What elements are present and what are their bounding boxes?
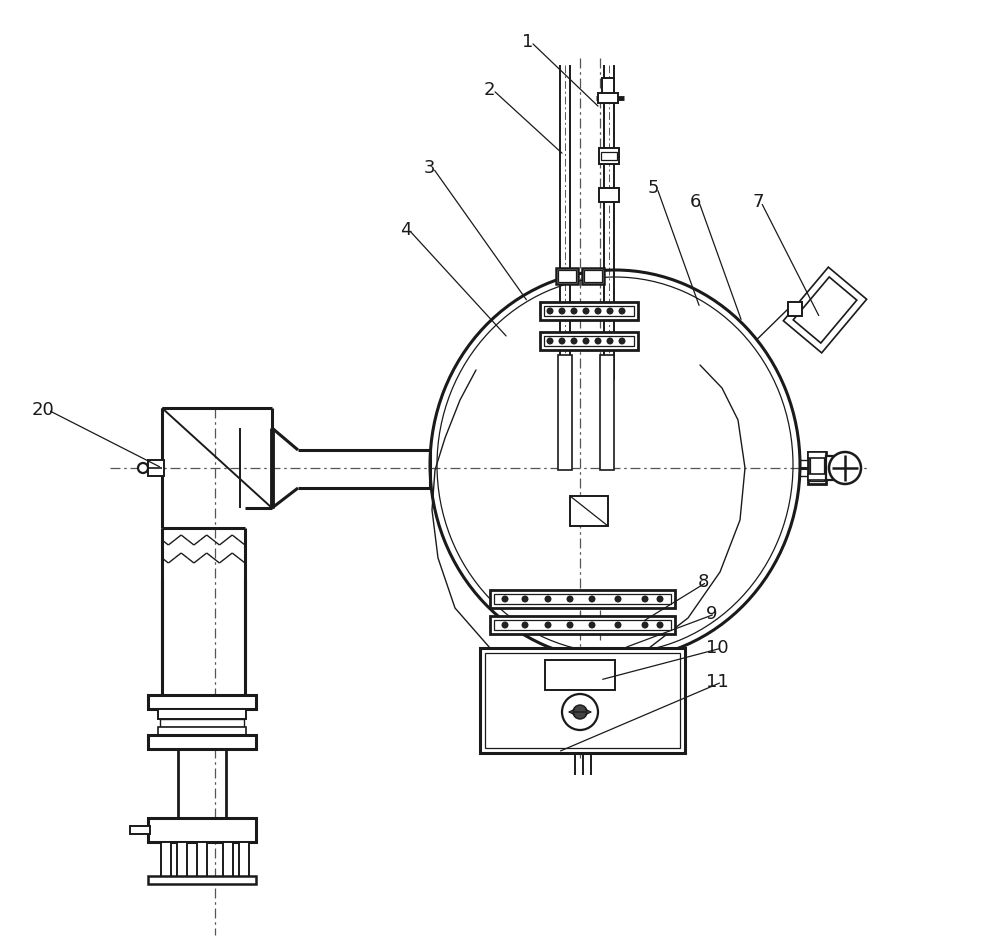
Bar <box>148 695 256 709</box>
Bar <box>544 336 634 346</box>
Bar <box>160 719 244 727</box>
Bar <box>793 277 857 343</box>
Text: 9: 9 <box>706 605 718 623</box>
Bar <box>197 842 207 880</box>
Circle shape <box>545 622 551 628</box>
Bar <box>584 270 602 282</box>
Text: 2: 2 <box>484 81 496 99</box>
Bar <box>808 452 826 484</box>
Bar <box>148 876 256 884</box>
Bar <box>158 709 246 719</box>
Circle shape <box>571 308 577 314</box>
Text: 1: 1 <box>522 33 533 51</box>
Bar <box>599 148 619 164</box>
Circle shape <box>547 308 553 314</box>
Circle shape <box>657 596 663 602</box>
Text: 20: 20 <box>32 401 55 419</box>
Circle shape <box>547 338 553 344</box>
Bar <box>490 590 675 608</box>
Circle shape <box>571 338 577 344</box>
Bar <box>601 152 617 160</box>
Circle shape <box>583 308 589 314</box>
Circle shape <box>595 338 601 344</box>
Bar <box>158 727 246 735</box>
Circle shape <box>583 338 589 344</box>
Bar <box>239 842 249 880</box>
Bar <box>544 306 634 316</box>
Bar <box>599 188 619 202</box>
Bar <box>148 735 256 749</box>
Bar <box>148 818 256 842</box>
Bar <box>161 842 171 880</box>
Bar <box>570 496 608 526</box>
Bar <box>783 268 867 353</box>
Circle shape <box>607 338 613 344</box>
Text: 8: 8 <box>698 573 709 591</box>
Circle shape <box>642 596 648 602</box>
Circle shape <box>595 308 601 314</box>
Circle shape <box>522 622 528 628</box>
Circle shape <box>567 596 573 602</box>
Circle shape <box>589 596 595 602</box>
Bar <box>598 93 618 103</box>
Bar <box>788 302 802 316</box>
Bar <box>223 842 233 880</box>
Circle shape <box>502 596 508 602</box>
Bar <box>808 452 826 458</box>
Text: 4: 4 <box>400 221 412 239</box>
Text: 6: 6 <box>690 193 701 211</box>
Circle shape <box>619 308 625 314</box>
Circle shape <box>642 622 648 628</box>
Bar <box>494 620 671 630</box>
Bar <box>485 653 680 748</box>
Circle shape <box>545 596 551 602</box>
Circle shape <box>559 338 565 344</box>
Circle shape <box>559 308 565 314</box>
Text: 7: 7 <box>752 193 764 211</box>
Bar <box>540 332 638 350</box>
Bar <box>494 594 671 604</box>
Circle shape <box>615 622 621 628</box>
Bar <box>558 270 576 282</box>
Circle shape <box>619 338 625 344</box>
Bar <box>810 455 824 481</box>
Text: 3: 3 <box>424 159 436 177</box>
Bar <box>490 616 675 634</box>
Bar <box>826 456 844 480</box>
Bar <box>148 460 164 476</box>
Bar <box>130 826 150 834</box>
Circle shape <box>615 596 621 602</box>
Bar <box>600 355 614 470</box>
Circle shape <box>573 705 587 719</box>
Bar <box>540 302 638 320</box>
Circle shape <box>522 596 528 602</box>
Circle shape <box>607 308 613 314</box>
Text: 11: 11 <box>706 673 729 691</box>
Circle shape <box>829 452 861 484</box>
Bar <box>177 842 187 880</box>
Text: 10: 10 <box>706 639 729 657</box>
Text: 5: 5 <box>648 179 660 197</box>
Bar <box>582 268 604 284</box>
Bar <box>558 355 572 470</box>
Bar <box>808 474 826 480</box>
Circle shape <box>589 622 595 628</box>
Circle shape <box>562 694 598 730</box>
Bar <box>480 648 685 753</box>
Circle shape <box>567 622 573 628</box>
Bar <box>602 78 614 100</box>
Circle shape <box>502 622 508 628</box>
Circle shape <box>138 463 148 473</box>
Circle shape <box>657 622 663 628</box>
Bar <box>545 660 615 690</box>
Bar <box>556 268 578 284</box>
